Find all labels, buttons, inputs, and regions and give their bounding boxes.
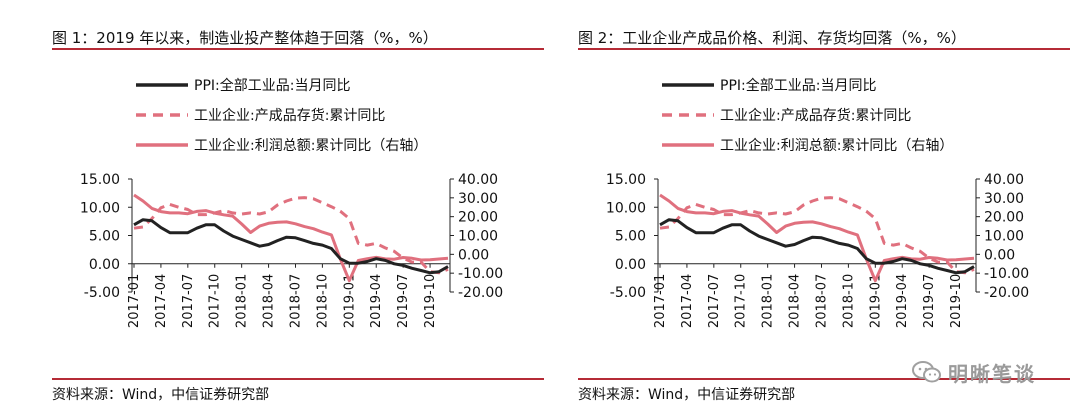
- right-tick-label: 30.00: [984, 191, 1024, 207]
- chart-panel-2: 图 2：工业企业产成品价格、利润、存货均回落（%，%） PPI:全部工业品:当月…: [578, 0, 1078, 420]
- x-tick-label: 2019-04: [895, 274, 910, 328]
- legend-entry: 工业企业:利润总额:累计同比（右轴）: [662, 137, 953, 154]
- left-tick-label: 5.00: [615, 229, 646, 245]
- chart-panel-1: 图 1：2019 年以来，制造业投产整体趋于回落（%，%） PPI:全部工业品:…: [52, 0, 552, 420]
- watermark-text: 明晰笔谈: [948, 361, 1036, 386]
- series-line: [659, 218, 975, 275]
- x-tick-label: 2018-07: [288, 274, 303, 328]
- right-tick-label: 0.00: [458, 247, 489, 263]
- right-tick-label: 10.00: [984, 229, 1024, 245]
- x-tick-label: 2018-07: [814, 274, 829, 328]
- x-tick-label: 2018-04: [262, 274, 277, 328]
- source-note: 资料来源：Wind，中信证券研究部: [52, 387, 270, 403]
- legend-entry: 工业企业:产成品存货:累计同比: [662, 107, 911, 124]
- x-tick-label: 2017-10: [734, 274, 749, 328]
- right-tick-label: 40.00: [984, 172, 1024, 188]
- x-tick-label: 2017-10: [208, 274, 223, 328]
- x-tick-label: 2018-10: [315, 274, 330, 328]
- x-tick-label: 2017-07: [181, 274, 196, 328]
- right-tick-label: 10.00: [458, 229, 498, 245]
- x-tick-label: 2019-07: [922, 274, 937, 328]
- legend-label: PPI:全部工业品:当月同比: [720, 77, 876, 94]
- legend-entry: PPI:全部工业品:当月同比: [136, 77, 350, 94]
- right-tick-label: 20.00: [984, 210, 1024, 226]
- legend-label: 工业企业:产成品存货:累计同比: [194, 107, 385, 124]
- legend-label: 工业企业:利润总额:累计同比（右轴）: [194, 137, 427, 154]
- legend-entry: PPI:全部工业品:当月同比: [662, 77, 876, 94]
- line-chart-2: PPI:全部工业品:当月同比工业企业:产成品存货:累计同比工业企业:利润总额:累…: [606, 77, 1029, 328]
- wechat-icon: [912, 361, 941, 383]
- x-tick-label: 2018-04: [788, 274, 803, 328]
- right-tick-label: 30.00: [458, 191, 498, 207]
- source-rule: [52, 378, 544, 380]
- right-tick-label: 0.00: [984, 247, 1015, 263]
- right-tick-label: 40.00: [458, 172, 498, 188]
- title-rule: [578, 48, 1070, 50]
- x-tick-label: 2019-01: [868, 274, 883, 328]
- source-rule: [578, 378, 1070, 380]
- left-tick-label: 0.00: [615, 257, 646, 273]
- left-tick-label: -5.00: [610, 285, 646, 301]
- legend-label: 工业企业:利润总额:累计同比（右轴）: [720, 137, 953, 154]
- series-line: [133, 218, 449, 275]
- x-tick-label: 2017-07: [707, 274, 722, 328]
- legend-label: PPI:全部工业品:当月同比: [194, 77, 350, 94]
- x-tick-label: 2018-10: [841, 274, 856, 328]
- legend-entry: 工业企业:产成品存货:累计同比: [136, 107, 385, 124]
- left-tick-label: 10.00: [80, 200, 120, 216]
- series-line: [659, 193, 975, 283]
- x-tick-label: 2018-01: [235, 274, 250, 328]
- left-tick-label: -5.00: [84, 285, 120, 301]
- x-tick-label: 2019-01: [342, 274, 357, 328]
- series-line: [659, 196, 975, 275]
- x-tick-label: 2017-01: [127, 274, 142, 328]
- line-chart-1: PPI:全部工业品:当月同比工业企业:产成品存货:累计同比工业企业:利润总额:累…: [80, 77, 503, 328]
- left-tick-label: 15.00: [606, 172, 646, 188]
- x-tick-label: 2019-04: [369, 274, 384, 328]
- chart-title: 图 2：工业企业产成品价格、利润、存货均回落（%，%）: [578, 29, 966, 47]
- source-note: 资料来源：Wind，中信证券研究部: [578, 387, 796, 403]
- x-tick-label: 2018-01: [761, 274, 776, 328]
- right-tick-label: -10.00: [458, 266, 503, 282]
- right-tick-label: 20.00: [458, 210, 498, 226]
- x-tick-label: 2017-04: [154, 274, 169, 328]
- left-tick-label: 0.00: [89, 257, 120, 273]
- left-tick-label: 10.00: [606, 200, 646, 216]
- title-rule: [52, 48, 544, 50]
- x-tick-label: 2017-01: [653, 274, 668, 328]
- series-line: [133, 196, 449, 275]
- x-tick-label: 2019-07: [396, 274, 411, 328]
- left-tick-label: 15.00: [80, 172, 120, 188]
- legend-entry: 工业企业:利润总额:累计同比（右轴）: [136, 137, 427, 154]
- x-tick-label: 2019-10: [949, 274, 964, 328]
- left-tick-label: 5.00: [89, 229, 120, 245]
- right-tick-label: -20.00: [458, 285, 503, 301]
- x-tick-label: 2017-04: [680, 274, 695, 328]
- x-tick-label: 2019-10: [423, 274, 438, 328]
- watermark: 明晰笔谈: [912, 356, 1036, 388]
- series-line: [133, 193, 449, 283]
- legend-label: 工业企业:产成品存货:累计同比: [720, 107, 911, 124]
- right-tick-label: -20.00: [984, 285, 1029, 301]
- chart-title: 图 1：2019 年以来，制造业投产整体趋于回落（%，%）: [52, 29, 438, 47]
- right-tick-label: -10.00: [984, 266, 1029, 282]
